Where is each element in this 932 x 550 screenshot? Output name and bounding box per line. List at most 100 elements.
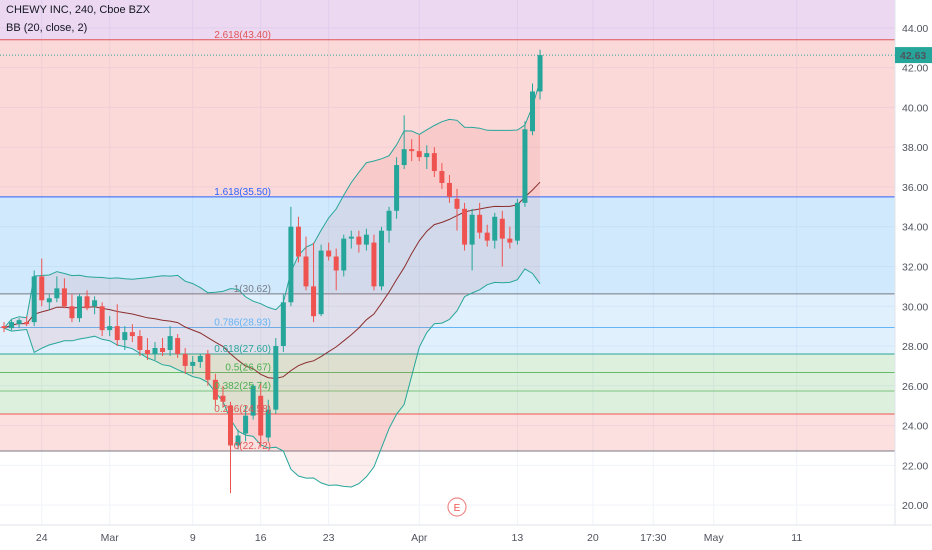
- candle: [363, 228, 369, 251]
- candle-body: [363, 234, 369, 245]
- candle: [24, 316, 30, 327]
- candle: [394, 157, 400, 219]
- time-tick-label: 23: [323, 532, 335, 544]
- candle: [197, 353, 203, 368]
- candle-body: [409, 149, 415, 152]
- candle: [295, 216, 301, 263]
- candle: [39, 258, 45, 307]
- candle: [416, 135, 422, 162]
- candle: [409, 139, 415, 162]
- candle: [288, 206, 294, 307]
- candle-body: [228, 405, 233, 446]
- indicator-legend[interactable]: BB (20, close, 2): [6, 22, 88, 34]
- candle: [1, 322, 7, 333]
- candle: [507, 226, 513, 249]
- candle-body: [129, 332, 135, 337]
- symbol-title: CHEWY INC, 240, Cboe BZX: [6, 4, 151, 16]
- candle-body: [295, 226, 301, 257]
- candle-body: [16, 320, 22, 325]
- fib-zone: [0, 0, 895, 40]
- price-badge-text: 42.63: [900, 50, 926, 62]
- candle-body: [137, 336, 143, 350]
- candle: [152, 342, 158, 360]
- candle-body: [401, 149, 407, 166]
- fib-zone: [0, 293, 895, 328]
- candle: [303, 236, 309, 291]
- time-tick-label: 24: [36, 532, 48, 544]
- candle-body: [152, 348, 158, 354]
- candle-body: [84, 296, 90, 309]
- candle: [514, 198, 520, 245]
- candle: [84, 290, 90, 311]
- fib-level-label: 0.382(25.74): [214, 381, 271, 392]
- candle-body: [280, 302, 286, 347]
- candle-body: [250, 385, 256, 416]
- price-badge-bg: [895, 47, 932, 64]
- fib-level-label: 0.786(28.93): [214, 318, 271, 329]
- candle-body: [416, 151, 422, 158]
- candle-body: [182, 353, 188, 366]
- candle-body: [31, 276, 37, 323]
- fib-level-label: 1.618(35.50): [214, 187, 271, 198]
- candle: [54, 276, 60, 303]
- candle-body: [107, 326, 113, 331]
- candle: [499, 210, 505, 267]
- candle: [379, 226, 384, 291]
- bollinger-upper-band: [3, 80, 541, 329]
- candle: [348, 230, 354, 249]
- fib-level-label: 0.236(24.58): [214, 404, 271, 415]
- time-tick-label: 20: [587, 532, 599, 544]
- candle-body: [333, 256, 339, 271]
- candle-body: [341, 238, 347, 271]
- candle-body: [379, 230, 384, 287]
- candle-body: [303, 256, 309, 287]
- candle-body: [454, 198, 460, 209]
- candle-body: [69, 306, 75, 319]
- candle: [265, 399, 271, 442]
- candle: [175, 334, 181, 358]
- candle: [212, 373, 218, 406]
- time-tick-label: 9: [190, 532, 196, 544]
- price-tick-label: 44.00: [902, 23, 928, 35]
- fib-level-label: 1(30.62): [234, 284, 271, 295]
- candle-body: [326, 250, 332, 257]
- price-tick-label: 34.00: [902, 222, 928, 234]
- candle: [356, 230, 362, 253]
- candle: [160, 338, 166, 356]
- candle-body: [190, 361, 196, 366]
- price-axis-background: [895, 0, 932, 550]
- candle: [341, 234, 347, 277]
- candle-body: [54, 288, 60, 299]
- candle: [439, 163, 445, 189]
- candle-body: [114, 326, 120, 341]
- candle-body: [220, 395, 226, 402]
- candle-body: [212, 379, 218, 400]
- candle: [484, 224, 490, 247]
- candle-body: [243, 415, 249, 434]
- candle: [144, 338, 150, 360]
- price-tick-label: 22.00: [902, 460, 928, 472]
- price-tick-label: 28.00: [902, 341, 928, 353]
- candle-body: [61, 288, 67, 307]
- candle-body: [288, 226, 294, 303]
- candle-body: [24, 322, 30, 325]
- candle: [129, 324, 135, 343]
- candle-body: [371, 242, 377, 287]
- candle: [205, 350, 211, 386]
- earnings-event-marker[interactable]: E: [447, 497, 467, 517]
- time-tick-label: 11: [791, 532, 802, 544]
- fib-zone: [0, 353, 895, 373]
- candle: [167, 326, 173, 356]
- candle-body: [439, 171, 445, 183]
- price-tick-label: 32.00: [902, 261, 928, 273]
- candle-body: [522, 129, 528, 203]
- candle: [228, 401, 233, 494]
- price-tick-label: 30.00: [902, 301, 928, 313]
- candle-body: [167, 336, 173, 350]
- candle-body: [469, 214, 475, 245]
- candle-body: [499, 218, 505, 239]
- candle: [220, 385, 226, 408]
- candle-body: [197, 355, 203, 362]
